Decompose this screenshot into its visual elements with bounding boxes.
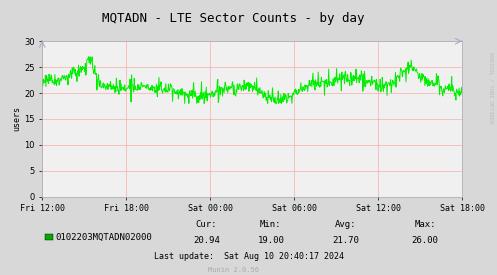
Text: Avg:: Avg:	[334, 220, 356, 229]
Text: RRDTOOL / TOBI OETIKER: RRDTOOL / TOBI OETIKER	[488, 52, 493, 124]
Y-axis label: users: users	[12, 106, 21, 131]
Text: 0102203MQTADN02000: 0102203MQTADN02000	[56, 233, 153, 241]
Text: Max:: Max:	[414, 220, 436, 229]
Text: 19.00: 19.00	[257, 236, 284, 245]
Text: 21.70: 21.70	[332, 236, 359, 245]
Text: Cur:: Cur:	[195, 220, 217, 229]
Text: 26.00: 26.00	[412, 236, 438, 245]
Text: 20.94: 20.94	[193, 236, 220, 245]
Text: Munin 2.0.56: Munin 2.0.56	[208, 267, 259, 273]
Text: Min:: Min:	[260, 220, 282, 229]
Text: MQTADN - LTE Sector Counts - by day: MQTADN - LTE Sector Counts - by day	[102, 12, 365, 25]
Text: Last update:  Sat Aug 10 20:40:17 2024: Last update: Sat Aug 10 20:40:17 2024	[154, 252, 343, 261]
